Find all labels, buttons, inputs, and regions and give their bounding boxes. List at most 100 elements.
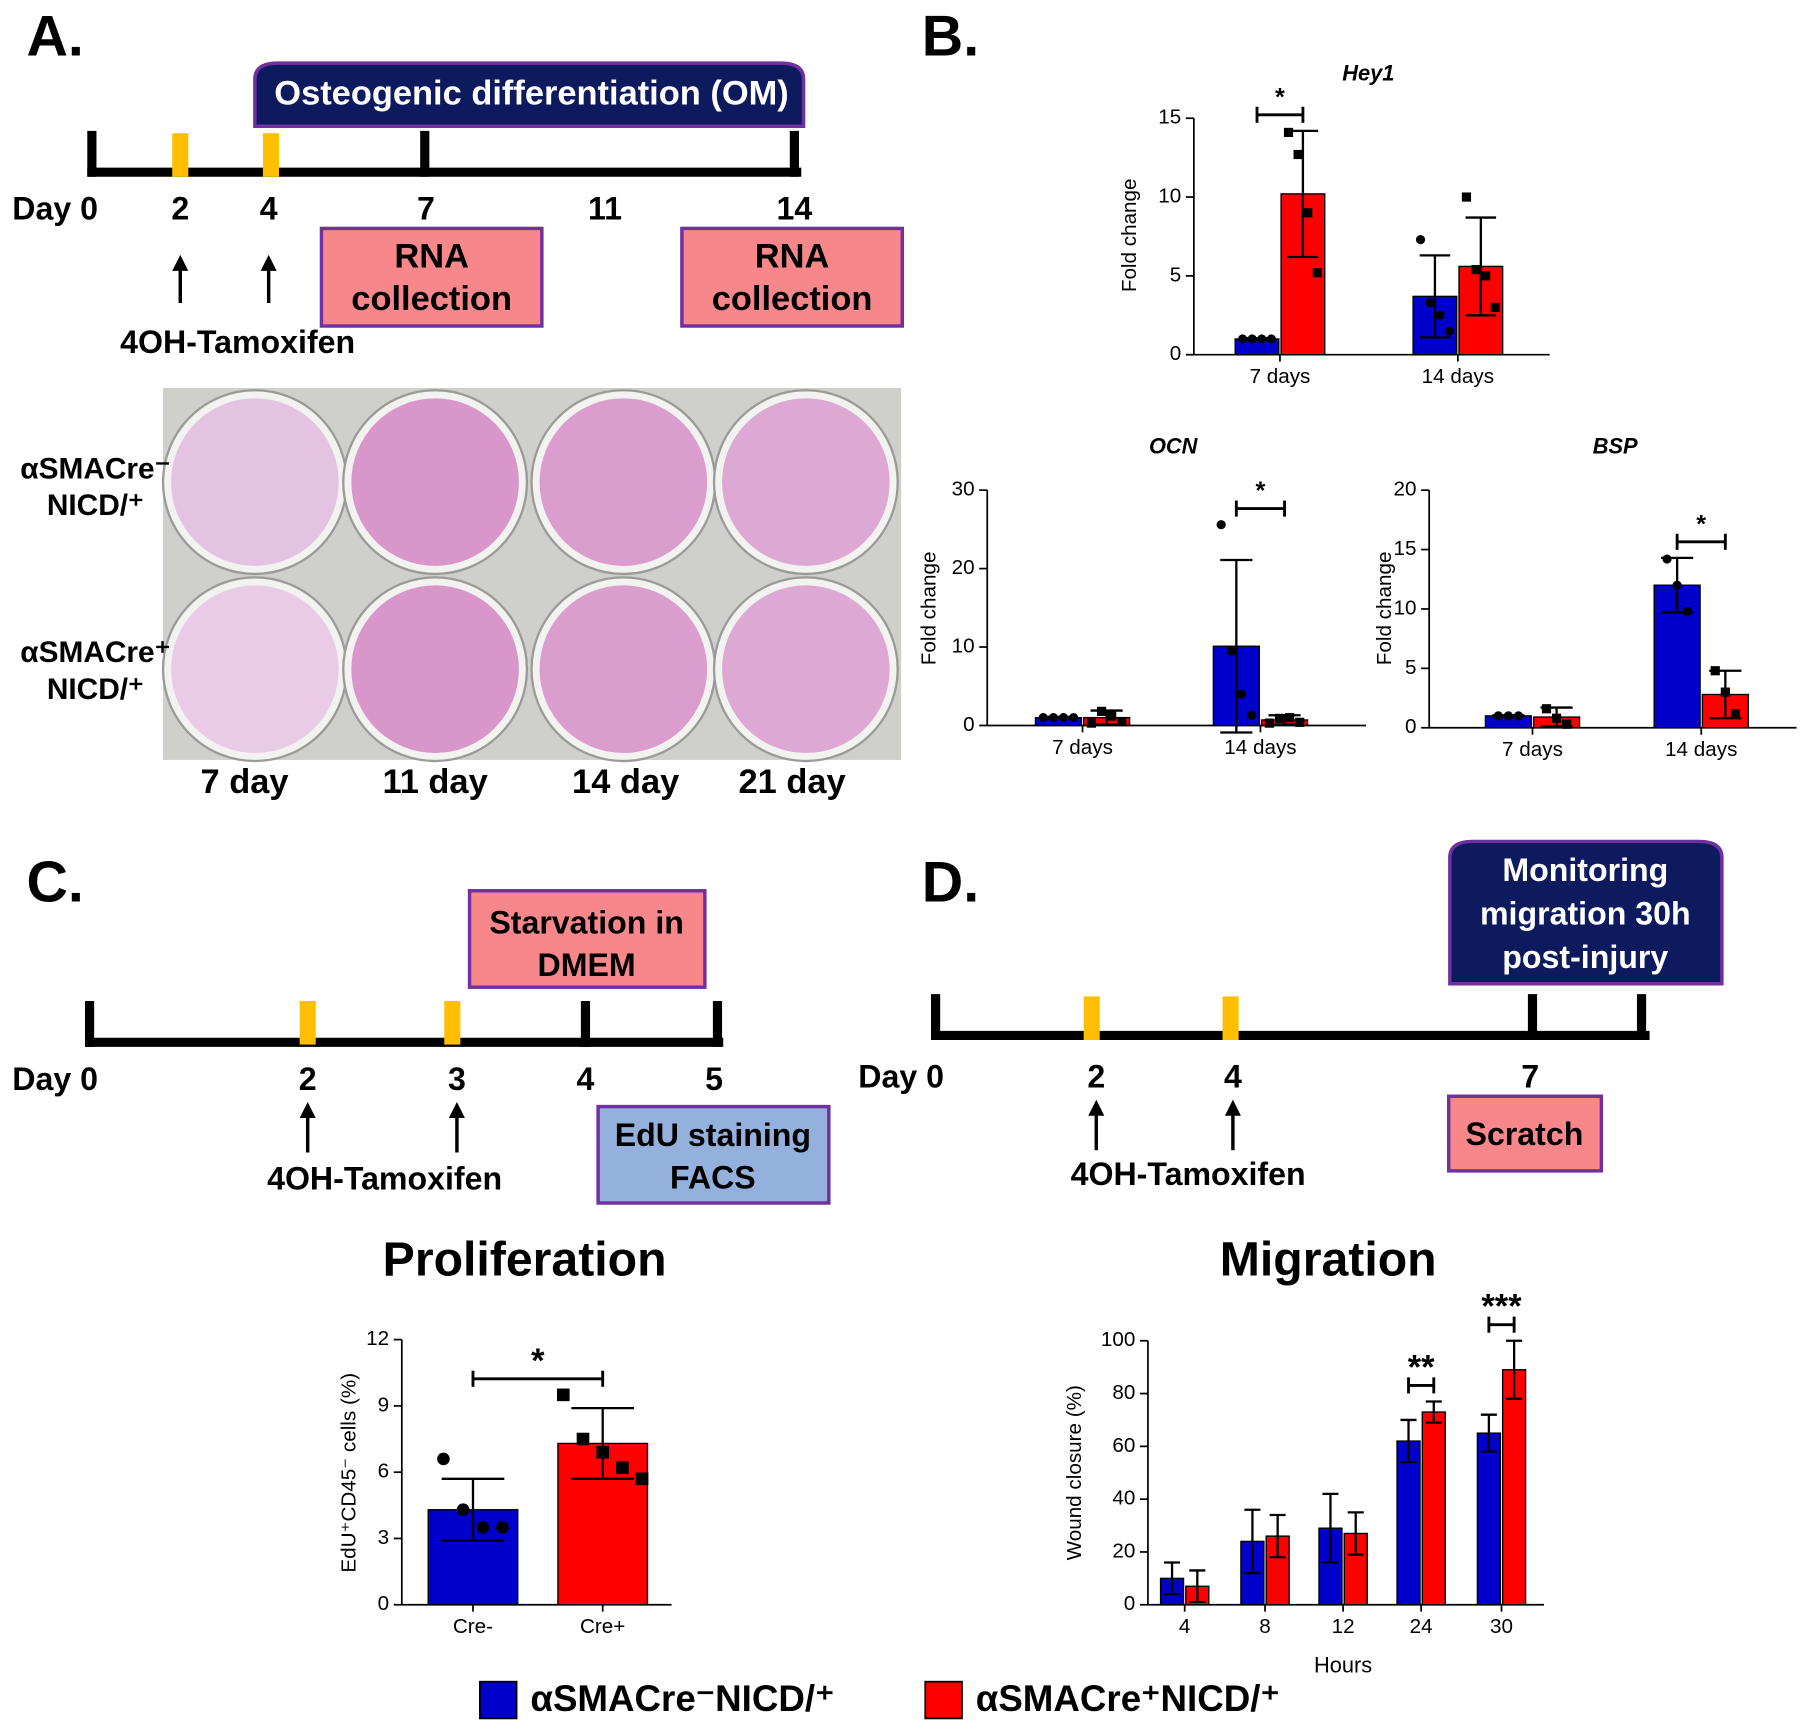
day-label: 7	[417, 191, 435, 227]
x-tick-label: 24	[1410, 1615, 1433, 1638]
arrow-head	[1088, 1099, 1105, 1116]
data-point	[1481, 271, 1491, 281]
data-point	[1662, 554, 1672, 564]
x-tick-label: 14 days	[1665, 738, 1737, 761]
column-label: 7 day	[201, 763, 289, 801]
legend-label: αSMACre⁻NICD/⁺	[530, 1678, 834, 1719]
data-point	[1216, 520, 1226, 530]
data-point	[1444, 326, 1454, 336]
chart-title: Proliferation	[383, 1232, 667, 1286]
data-point	[1117, 716, 1127, 727]
y-tick-label: 6	[378, 1460, 390, 1483]
box-text: RNA	[755, 237, 830, 275]
banner	[1448, 839, 1724, 986]
bar	[1396, 1440, 1421, 1606]
bar	[1421, 1411, 1446, 1606]
well-stain	[539, 585, 708, 754]
data-point	[635, 1472, 649, 1486]
day-label: 11	[588, 191, 622, 227]
y-tick-label: 5	[1405, 656, 1417, 679]
data-point	[1283, 127, 1294, 138]
treatment-mark	[1222, 996, 1239, 1040]
y-tick-label: 10	[1394, 596, 1417, 619]
panel-label: C.	[26, 850, 83, 914]
data-point	[556, 1388, 570, 1402]
y-axis-label: Fold change	[1373, 552, 1396, 666]
y-axis-label: Wound closure (%)	[1063, 1385, 1086, 1560]
well-stain	[722, 585, 890, 754]
legend-swatch	[924, 1680, 963, 1720]
banner	[253, 61, 806, 128]
well-stain	[351, 585, 519, 754]
y-tick-label: 3	[378, 1526, 390, 1549]
bar	[1476, 1432, 1502, 1606]
data-point	[1068, 713, 1079, 723]
data-point	[1247, 334, 1257, 344]
data-point	[1295, 717, 1305, 727]
box-text: RNA	[394, 237, 469, 275]
treatment-mark	[172, 133, 189, 177]
data-point	[1435, 310, 1445, 320]
treatment-mark	[444, 1000, 461, 1045]
y-tick-label: 0	[378, 1592, 390, 1615]
banner-text: migration 30h	[1480, 896, 1691, 932]
data-point	[1096, 706, 1107, 716]
column-label: 21 day	[739, 763, 846, 801]
y-axis-label: Fold change	[1118, 178, 1141, 292]
box-text: DMEM	[538, 947, 636, 983]
day-label: 2	[1087, 1059, 1105, 1095]
row-label: NICD/⁺	[47, 673, 144, 706]
y-tick-label: 60	[1112, 1434, 1135, 1457]
treatment-mark	[299, 1000, 316, 1045]
data-point	[1058, 713, 1069, 723]
day-label: 5	[705, 1061, 723, 1097]
data-point	[1107, 711, 1117, 721]
data-point	[496, 1521, 509, 1534]
treatment-mark	[262, 133, 279, 177]
row-label: NICD/⁺	[47, 489, 144, 522]
row-label: αSMACre⁺	[20, 636, 170, 669]
data-point	[1312, 268, 1322, 278]
x-tick-label: 7 days	[1502, 738, 1563, 761]
data-point	[1086, 718, 1097, 728]
data-point	[1293, 149, 1303, 160]
day-label: 2	[299, 1061, 317, 1097]
x-tick-label: 14 days	[1224, 736, 1296, 759]
bar	[1501, 1369, 1527, 1606]
data-point	[1274, 713, 1285, 724]
treatment-mark	[1083, 996, 1100, 1040]
data-point	[1238, 334, 1248, 344]
data-point	[1503, 711, 1513, 721]
y-tick-label: 0	[963, 713, 975, 736]
day-label: 4	[260, 191, 278, 227]
y-tick-label: 9	[378, 1393, 390, 1416]
data-point	[1513, 711, 1524, 721]
y-tick-label: 15	[1394, 537, 1417, 560]
x-tick-label: Cre-	[453, 1615, 493, 1638]
data-point	[596, 1445, 610, 1459]
chart-title: Migration	[1220, 1232, 1437, 1286]
treatment-label: 4OH-Tamoxifen	[1071, 1156, 1306, 1192]
banner-text: post-injury	[1502, 939, 1668, 975]
column-label: 14 day	[572, 763, 679, 801]
y-tick-label: 30	[952, 478, 975, 501]
chart-title: OCN	[1149, 433, 1199, 458]
x-tick-label: Cre+	[580, 1615, 625, 1638]
well-stain	[351, 398, 519, 566]
panel-label: D.	[922, 850, 979, 914]
data-point	[1552, 713, 1562, 723]
y-axis-label: Fold change	[917, 552, 940, 666]
well-stain	[171, 585, 339, 754]
box	[319, 226, 544, 328]
x-tick-label: 8	[1259, 1615, 1271, 1638]
x-tick-label: 7 days	[1052, 736, 1113, 759]
box-text: Scratch	[1466, 1116, 1584, 1152]
panel-label: B.	[922, 4, 979, 68]
arrow-head	[172, 254, 189, 271]
y-tick-label: 100	[1101, 1328, 1135, 1351]
significance-label: **	[1408, 1348, 1435, 1386]
box-text: collection	[712, 280, 873, 318]
data-point	[1415, 235, 1426, 245]
treatment-label: 4OH-Tamoxifen	[120, 324, 355, 360]
significance-label: *	[1275, 83, 1285, 111]
